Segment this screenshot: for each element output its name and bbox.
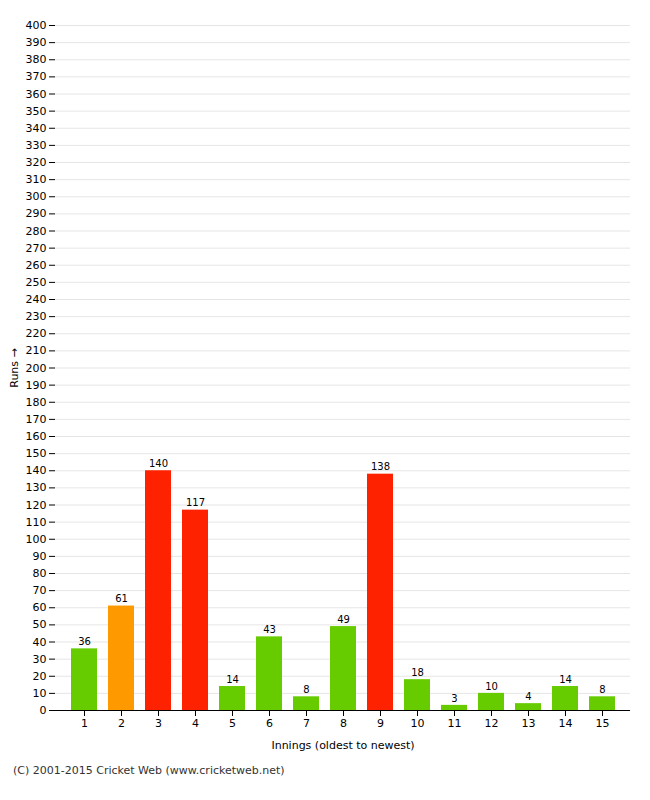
svg-text:4: 4: [525, 691, 531, 702]
svg-text:280: 280: [26, 225, 47, 238]
svg-text:40: 40: [33, 636, 47, 649]
svg-text:60: 60: [33, 601, 47, 614]
svg-text:90: 90: [33, 550, 47, 563]
svg-text:36: 36: [78, 636, 91, 647]
html-text:(C) 2001-2015 Cricket Web (www: (C) 2001-2015 Cricket Web (www.cricketwe…: [13, 764, 285, 777]
svg-text:15: 15: [596, 717, 610, 730]
svg-text:160: 160: [26, 430, 47, 443]
svg-text:230: 230: [26, 310, 47, 323]
svg-text:200: 200: [26, 362, 47, 375]
svg-text:320: 320: [26, 156, 47, 169]
svg-text:180: 180: [26, 396, 47, 409]
svg-text:260: 260: [26, 259, 47, 272]
svg-text:Runs →: Runs →: [8, 348, 21, 388]
svg-text:330: 330: [26, 139, 47, 152]
svg-text:7: 7: [303, 717, 310, 730]
svg-text:270: 270: [26, 242, 47, 255]
svg-text:240: 240: [26, 293, 47, 306]
svg-text:18: 18: [411, 667, 424, 678]
svg-text:150: 150: [26, 447, 47, 460]
svg-text:210: 210: [26, 344, 47, 357]
svg-text:80: 80: [33, 567, 47, 580]
svg-text:300: 300: [26, 190, 47, 203]
svg-text:360: 360: [26, 88, 47, 101]
svg-text:400: 400: [26, 19, 47, 32]
svg-text:190: 190: [26, 379, 47, 392]
svg-text:1: 1: [81, 717, 88, 730]
svg-text:117: 117: [186, 497, 205, 508]
svg-text:370: 370: [26, 70, 47, 83]
svg-text:8: 8: [599, 684, 605, 695]
svg-text:Innings (oldest to newest): Innings (oldest to newest): [271, 739, 414, 752]
svg-text:8: 8: [303, 684, 309, 695]
svg-text:10: 10: [411, 717, 425, 730]
svg-text:43: 43: [263, 624, 276, 635]
svg-text:50: 50: [33, 618, 47, 631]
svg-text:340: 340: [26, 122, 47, 135]
svg-text:6: 6: [266, 717, 273, 730]
svg-text:310: 310: [26, 173, 47, 186]
svg-text:14: 14: [559, 674, 572, 685]
svg-text:14: 14: [559, 717, 573, 730]
svg-text:350: 350: [26, 105, 47, 118]
svg-text:120: 120: [26, 499, 47, 512]
svg-text:140: 140: [149, 458, 168, 469]
svg-text:4: 4: [192, 717, 199, 730]
svg-text:10: 10: [485, 681, 498, 692]
svg-text:12: 12: [485, 717, 499, 730]
svg-text:9: 9: [377, 717, 384, 730]
svg-text:20: 20: [33, 670, 47, 683]
svg-text:2: 2: [118, 717, 125, 730]
svg-text:110: 110: [26, 516, 47, 529]
svg-text:5: 5: [229, 717, 236, 730]
svg-text:13: 13: [522, 717, 536, 730]
svg-text:70: 70: [33, 584, 47, 597]
svg-text:8: 8: [340, 717, 347, 730]
svg-text:10: 10: [33, 687, 47, 700]
svg-text:0: 0: [40, 704, 47, 717]
svg-text:390: 390: [26, 36, 47, 49]
svg-text:11: 11: [448, 717, 462, 730]
svg-text:61: 61: [115, 593, 128, 604]
svg-text:138: 138: [371, 461, 390, 472]
svg-text:250: 250: [26, 276, 47, 289]
svg-text:220: 220: [26, 327, 47, 340]
svg-text:14: 14: [226, 674, 239, 685]
svg-text:100: 100: [26, 533, 47, 546]
svg-text:380: 380: [26, 53, 47, 66]
svg-text:130: 130: [26, 481, 47, 494]
svg-text:140: 140: [26, 464, 47, 477]
svg-text:3: 3: [451, 693, 457, 704]
svg-text:170: 170: [26, 413, 47, 426]
svg-text:30: 30: [33, 653, 47, 666]
svg-text:3: 3: [155, 717, 162, 730]
svg-text:290: 290: [26, 207, 47, 220]
svg-text:49: 49: [337, 614, 350, 625]
